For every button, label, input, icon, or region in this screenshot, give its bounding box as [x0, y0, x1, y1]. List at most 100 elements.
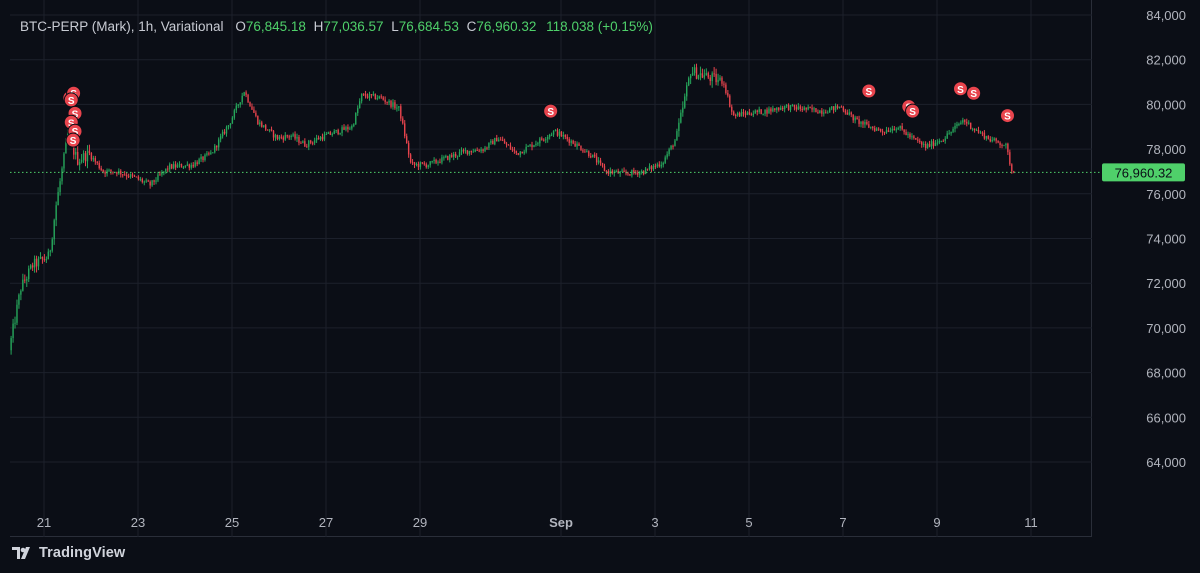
candle-body — [280, 136, 283, 138]
candle-body — [529, 144, 531, 147]
candle-body — [678, 122, 680, 132]
candle-body — [470, 150, 473, 153]
candle-body — [734, 114, 737, 116]
candle-body — [26, 279, 28, 281]
candle-body — [498, 139, 500, 142]
candle-body — [760, 109, 762, 115]
candle-body — [288, 136, 290, 138]
candle-body — [864, 121, 866, 125]
candle-body — [713, 73, 715, 75]
candle-body — [217, 139, 220, 148]
candle-body — [413, 162, 416, 165]
candle-body — [915, 137, 917, 140]
candle-body — [143, 181, 145, 183]
candle-body — [562, 134, 565, 137]
candle-body — [721, 77, 723, 84]
candle-body — [928, 144, 931, 147]
candle-body — [364, 94, 367, 97]
candle-body — [253, 109, 255, 113]
candle-body — [987, 136, 990, 139]
candle-body — [407, 143, 410, 155]
tradingview-logo[interactable]: TradingView — [12, 545, 125, 561]
candle-body — [770, 108, 772, 112]
candle-body — [454, 154, 457, 157]
candle-body — [202, 156, 204, 161]
candle-body — [768, 108, 770, 114]
candle-body — [488, 142, 490, 148]
candle-body — [296, 136, 298, 139]
candle-body — [411, 162, 414, 164]
candle-body — [43, 258, 46, 261]
candle-body — [642, 170, 645, 175]
candle-body — [956, 124, 958, 126]
candle-body — [703, 75, 706, 78]
candle-body — [883, 132, 886, 134]
candle-body — [386, 101, 388, 103]
candle-body — [257, 115, 259, 125]
candle-body — [819, 110, 821, 114]
candle-body — [311, 142, 314, 144]
candle-body — [877, 128, 880, 130]
candle-body — [934, 142, 937, 146]
candle-body — [897, 128, 899, 130]
candle-body — [727, 93, 729, 96]
candle-body — [564, 134, 567, 137]
candle-body — [590, 156, 592, 158]
candle-body — [174, 164, 177, 168]
candle-body — [891, 128, 894, 131]
candle-body — [515, 150, 518, 154]
candle-body — [742, 112, 745, 114]
candle-body — [666, 154, 668, 158]
candle-body — [693, 67, 696, 73]
candle-body — [10, 338, 12, 351]
candle-body — [501, 139, 504, 141]
candle-body — [63, 153, 65, 169]
candle-body — [210, 152, 212, 154]
candle-body — [1001, 145, 1003, 147]
candle-body — [582, 150, 584, 152]
candle-body — [1003, 145, 1005, 147]
candle-body — [170, 164, 173, 169]
candle-body — [637, 172, 639, 175]
price-chart[interactable]: 64,000 66,000 68,000 70,000 72,000 74,000 76,0… — [0, 0, 1200, 540]
candle-body — [605, 171, 608, 173]
candle-body — [394, 102, 396, 109]
candle-body — [944, 138, 946, 141]
footer — [0, 537, 1200, 573]
candle-body — [251, 106, 253, 110]
candle-body — [505, 143, 508, 145]
candle-body — [325, 134, 328, 136]
candle-body — [452, 154, 455, 157]
candle-body — [127, 176, 130, 178]
candle-body — [517, 153, 520, 155]
candle-body — [57, 192, 59, 206]
candle-body — [176, 165, 179, 168]
sell-marker-label: S — [970, 89, 977, 100]
close-label: C — [466, 19, 477, 34]
candle-body — [578, 143, 580, 146]
candle-body — [635, 172, 637, 174]
candle-body — [785, 105, 788, 107]
candle-body — [182, 167, 185, 169]
candle-body — [503, 140, 506, 144]
candle-body — [188, 164, 191, 168]
candle-body — [212, 152, 214, 154]
candle-body — [419, 162, 422, 167]
candle-body — [764, 109, 766, 114]
candle-body — [229, 123, 232, 126]
candle-body — [652, 165, 655, 170]
candle-body — [445, 155, 447, 158]
sell-marker-label: S — [957, 85, 964, 96]
candle-body — [264, 125, 267, 130]
candle-body — [599, 160, 602, 164]
candle-body — [680, 112, 682, 123]
candle-body — [525, 146, 527, 152]
sell-marker-label: S — [909, 107, 916, 118]
candle-body — [999, 142, 1001, 146]
candle-body — [245, 92, 247, 95]
candle-body — [499, 139, 502, 141]
candle-body — [302, 141, 304, 144]
candle-body — [78, 161, 81, 165]
chart-area[interactable] — [10, 0, 1092, 537]
change-value: 118.038 (+0.15%) — [546, 19, 653, 34]
